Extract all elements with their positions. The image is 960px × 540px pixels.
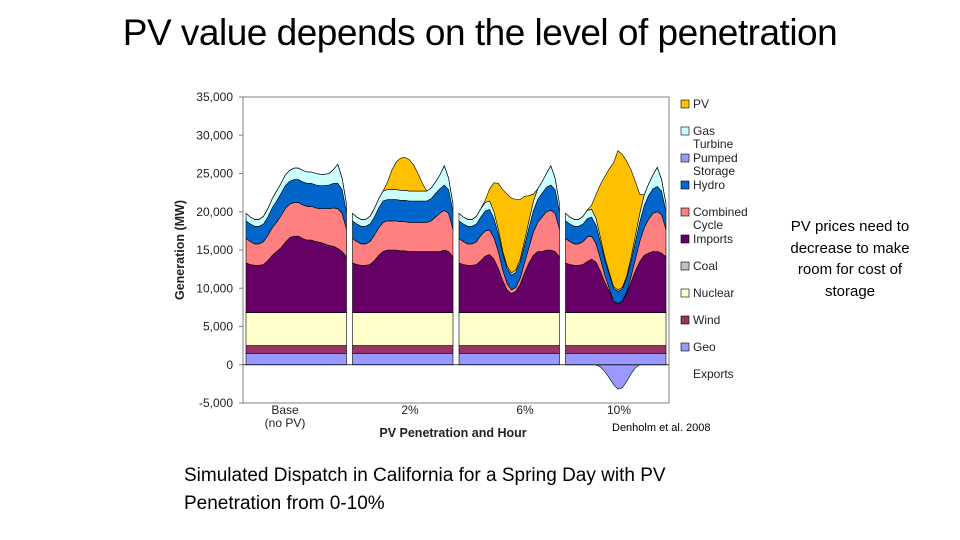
area-nuclear-group-1	[245, 312, 347, 346]
y-axis-label: Generation (MW)	[173, 200, 187, 300]
legend-swatch-hydro	[680, 180, 690, 190]
legend-label: Gas	[693, 124, 715, 138]
legend-label: Turbine	[693, 137, 734, 151]
area-nuclear-group-2	[352, 312, 454, 346]
legend-label: PV	[693, 97, 709, 111]
y-tick-label: 5,000	[203, 320, 233, 334]
side-note: PV prices need to decrease to make room …	[790, 218, 910, 300]
x-group-label: Base	[271, 403, 299, 417]
legend-label: Imports	[693, 232, 733, 246]
x-group-label: (no PV)	[265, 416, 306, 430]
area-geo-group-3	[458, 352, 560, 366]
x-axis-groups: Base(no PV) 2% 6% 10%	[265, 403, 632, 430]
legend-swatch-pv	[680, 99, 690, 109]
y-tick-label: 35,000	[196, 90, 233, 104]
stacked-areas	[245, 150, 667, 390]
area-wind-group-1	[245, 345, 347, 354]
y-tick-label: 10,000	[196, 281, 233, 295]
legend-label: Pumped	[693, 151, 738, 165]
legend-swatch-combined-cycle	[680, 207, 690, 217]
area-nuclear-group-3	[458, 312, 560, 346]
legend-swatch-gas-turbine	[680, 126, 690, 136]
caption: Simulated Dispatch in California for a S…	[184, 465, 666, 514]
legend-label: Exports	[693, 367, 734, 381]
legend-label: Geo	[693, 340, 716, 354]
legend-swatch-wind	[680, 315, 690, 325]
area-pv-group-3	[458, 165, 560, 274]
y-tick-label: 0	[226, 358, 233, 372]
area-geo-group-1	[245, 352, 347, 366]
y-tick-label: 15,000	[196, 243, 233, 257]
x-group-label: 6%	[516, 403, 534, 417]
area-pv-group-4	[565, 150, 667, 291]
area-wind-group-2	[352, 345, 454, 354]
x-group-label: 10%	[607, 403, 631, 417]
legend-label: Wind	[693, 313, 720, 327]
area-wind-group-3	[458, 345, 560, 354]
legend-swatch-coal	[680, 261, 690, 271]
legend-swatch-imports	[680, 234, 690, 244]
area-geo-group-2	[352, 352, 454, 366]
legend-swatch-nuclear	[680, 288, 690, 298]
legend-label: Coal	[693, 259, 718, 273]
area-pv-group-2	[352, 157, 454, 220]
y-tick-label: -5,000	[199, 396, 233, 410]
x-group-label: 2%	[401, 403, 419, 417]
legend-label: Combined	[693, 205, 748, 219]
citation: Denholm et al. 2008	[612, 422, 711, 434]
y-tick-label: 25,000	[196, 167, 233, 181]
area-wind-group-4	[565, 345, 667, 354]
y-tick-label: 30,000	[196, 128, 233, 142]
legend-label: Cycle	[693, 218, 723, 232]
legend-label: Hydro	[693, 178, 725, 192]
x-axis-label: PV Penetration and Hour	[379, 426, 526, 440]
area-pv-group-1	[245, 163, 347, 220]
legend-label: Nuclear	[693, 286, 734, 300]
y-axis-ticks: 35,000 30,000 25,000 20,000 15,000 10,000 5,00…	[196, 90, 243, 410]
legend-swatch-pumped-storage	[680, 153, 690, 163]
y-tick-label: 20,000	[196, 205, 233, 219]
page-title: PV value depends on the level of penetra…	[122, 12, 838, 53]
area-nuclear-group-4	[565, 312, 667, 346]
legend-label: Storage	[693, 164, 735, 178]
legend-swatch-geo	[680, 342, 690, 352]
area-geo-group-4	[565, 352, 667, 366]
